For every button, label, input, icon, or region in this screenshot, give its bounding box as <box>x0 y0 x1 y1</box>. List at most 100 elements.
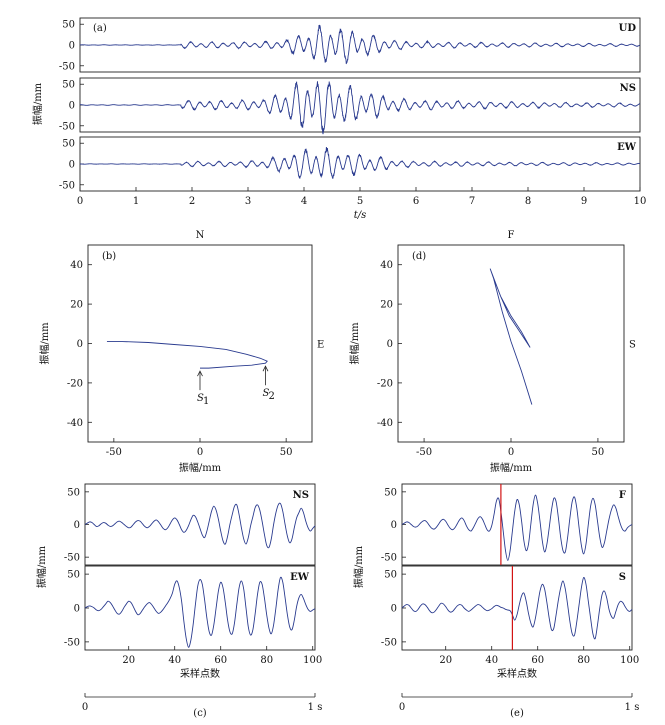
x-tick-label-a: 5 <box>357 196 363 207</box>
series-a-EW <box>79 146 641 179</box>
top-direction-label-b: N <box>196 230 205 241</box>
plot-frame-e-S <box>401 565 633 651</box>
x-tick-label-d: 50 <box>592 447 605 458</box>
y-tick-label-a: 50 <box>62 139 75 150</box>
timebar-end-e: 1 s <box>625 702 640 713</box>
x-tick-label-e: 80 <box>577 655 590 666</box>
top-direction-label-d: F <box>508 230 515 241</box>
series-label-e-S: S <box>619 572 626 583</box>
y-axis-label-a: 振幅/mm <box>31 82 44 125</box>
y-tick-label-a: 0 <box>69 160 75 171</box>
y-tick-label-e: 50 <box>384 570 397 581</box>
x-tick-label-c: 20 <box>122 655 135 666</box>
y-tick-label-a: -50 <box>59 180 75 191</box>
panel-label-a: (a) <box>93 23 107 34</box>
y-tick-label-e: 50 <box>384 487 397 498</box>
y-tick-label-a: -50 <box>59 121 75 132</box>
y-tick-label-d: 40 <box>380 260 393 271</box>
series-e-S <box>401 577 633 640</box>
y-tick-label-a: 0 <box>69 41 75 52</box>
y-tick-label-b: 40 <box>70 260 83 271</box>
y-tick-label-e: -50 <box>381 553 397 564</box>
y-tick-label-b: -40 <box>67 418 83 429</box>
y-tick-label-d: -20 <box>377 378 393 389</box>
x-tick-label-a: 9 <box>581 196 587 207</box>
x-tick-label-c: 60 <box>214 655 227 666</box>
x-tick-label-a: 6 <box>413 196 419 207</box>
series-label-a-UD: UD <box>619 23 637 34</box>
x-tick-label-a: 0 <box>77 196 83 207</box>
series-a-UD <box>79 24 641 65</box>
annotation-subscript-b: 2 <box>268 391 274 402</box>
x-tick-label-e: 60 <box>531 655 544 666</box>
x-tick-label-c: 100 <box>303 655 322 666</box>
y-tick-label-c: 50 <box>67 570 80 581</box>
timebar-start-c: 0 <box>82 702 88 713</box>
y-tick-label-e: -50 <box>381 637 397 648</box>
plot-frame-c-NS <box>84 483 316 566</box>
y-tick-label-d: -40 <box>377 418 393 429</box>
y-tick-label-c: 50 <box>67 487 80 498</box>
x-tick-label-b: 50 <box>280 447 293 458</box>
y-axis-label-e: 振幅/mm <box>352 545 365 588</box>
annotation-subscript-b: 1 <box>203 396 209 407</box>
x-tick-label-e: 20 <box>439 655 452 666</box>
x-axis-label-a: t/s <box>354 210 367 221</box>
series-c-EW <box>84 576 316 648</box>
x-tick-label-a: 10 <box>634 196 647 207</box>
series-label-a-EW: EW <box>617 142 637 153</box>
x-axis-label-b: 振幅/mm <box>179 461 222 474</box>
x-tick-label-e: 100 <box>620 655 639 666</box>
panel-label-d: (d) <box>412 251 426 262</box>
panel-label-e: (e) <box>510 708 524 719</box>
right-direction-label-d: S <box>629 340 636 351</box>
x-tick-label-a: 1 <box>133 196 139 207</box>
series-e-F <box>401 494 633 561</box>
panel-e: 50 0 -50 F 50 0 -50 S 20 40 60 80 100 采样点数 振幅/mm 0 1 s (e… <box>352 483 640 719</box>
y-tick-label-b: 20 <box>70 300 83 311</box>
y-tick-label-c: -50 <box>64 637 80 648</box>
x-tick-label-d: -50 <box>416 447 432 458</box>
panel-d: -50 0 50 40 20 0 -20 -40 (d) F S 振幅/mm 振幅/mm <box>348 230 636 474</box>
x-tick-label-d: 0 <box>508 447 514 458</box>
panel-label-c: (c) <box>193 708 207 719</box>
y-tick-label-e: 0 <box>391 604 397 615</box>
series-label-c-EW: EW <box>290 572 310 583</box>
trajectory-d <box>489 268 533 405</box>
annotation-label-b: S <box>197 393 204 404</box>
y-axis-label-b: 振幅/mm <box>38 322 51 365</box>
trajectory-b <box>106 341 268 369</box>
plot-frame-b <box>87 244 313 443</box>
y-tick-label-a: -50 <box>59 61 75 72</box>
annotation-label-b: S <box>262 388 269 399</box>
series-c-NS <box>84 502 316 549</box>
x-tick-label-a: 3 <box>245 196 251 207</box>
series-label-a-NS: NS <box>620 83 636 94</box>
y-tick-label-a: 50 <box>62 80 75 91</box>
x-axis-label-d: 振幅/mm <box>490 461 533 474</box>
annotation-arrowhead-b <box>262 365 269 372</box>
y-tick-label-c: -50 <box>64 553 80 564</box>
panel-c: 50 0 -50 NS 50 0 -50 EW 20 40 60 80 100 采样点数 振幅/mm 0 1 s… <box>35 483 322 719</box>
y-tick-label-c: 0 <box>74 604 80 615</box>
x-tick-label-a: 8 <box>525 196 531 207</box>
x-axis-label-c: 采样点数 <box>180 667 220 680</box>
x-tick-label-a: 7 <box>469 196 475 207</box>
timebar-start-e: 0 <box>399 702 405 713</box>
y-tick-label-c: 0 <box>74 520 80 531</box>
series-label-e-F: F <box>619 490 626 501</box>
x-tick-label-a: 2 <box>189 196 195 207</box>
series-a-NS <box>79 81 641 135</box>
x-tick-label-b: -50 <box>106 447 122 458</box>
y-tick-label-b: -20 <box>67 378 83 389</box>
y-axis-label-d: 振幅/mm <box>348 322 361 365</box>
x-tick-label-e: 40 <box>485 655 498 666</box>
y-tick-label-b: 0 <box>77 339 83 350</box>
y-tick-label-d: 0 <box>387 339 393 350</box>
series-label-c-NS: NS <box>293 490 309 501</box>
x-axis-label-e: 采样点数 <box>497 667 537 680</box>
y-axis-label-c: 振幅/mm <box>35 545 48 588</box>
